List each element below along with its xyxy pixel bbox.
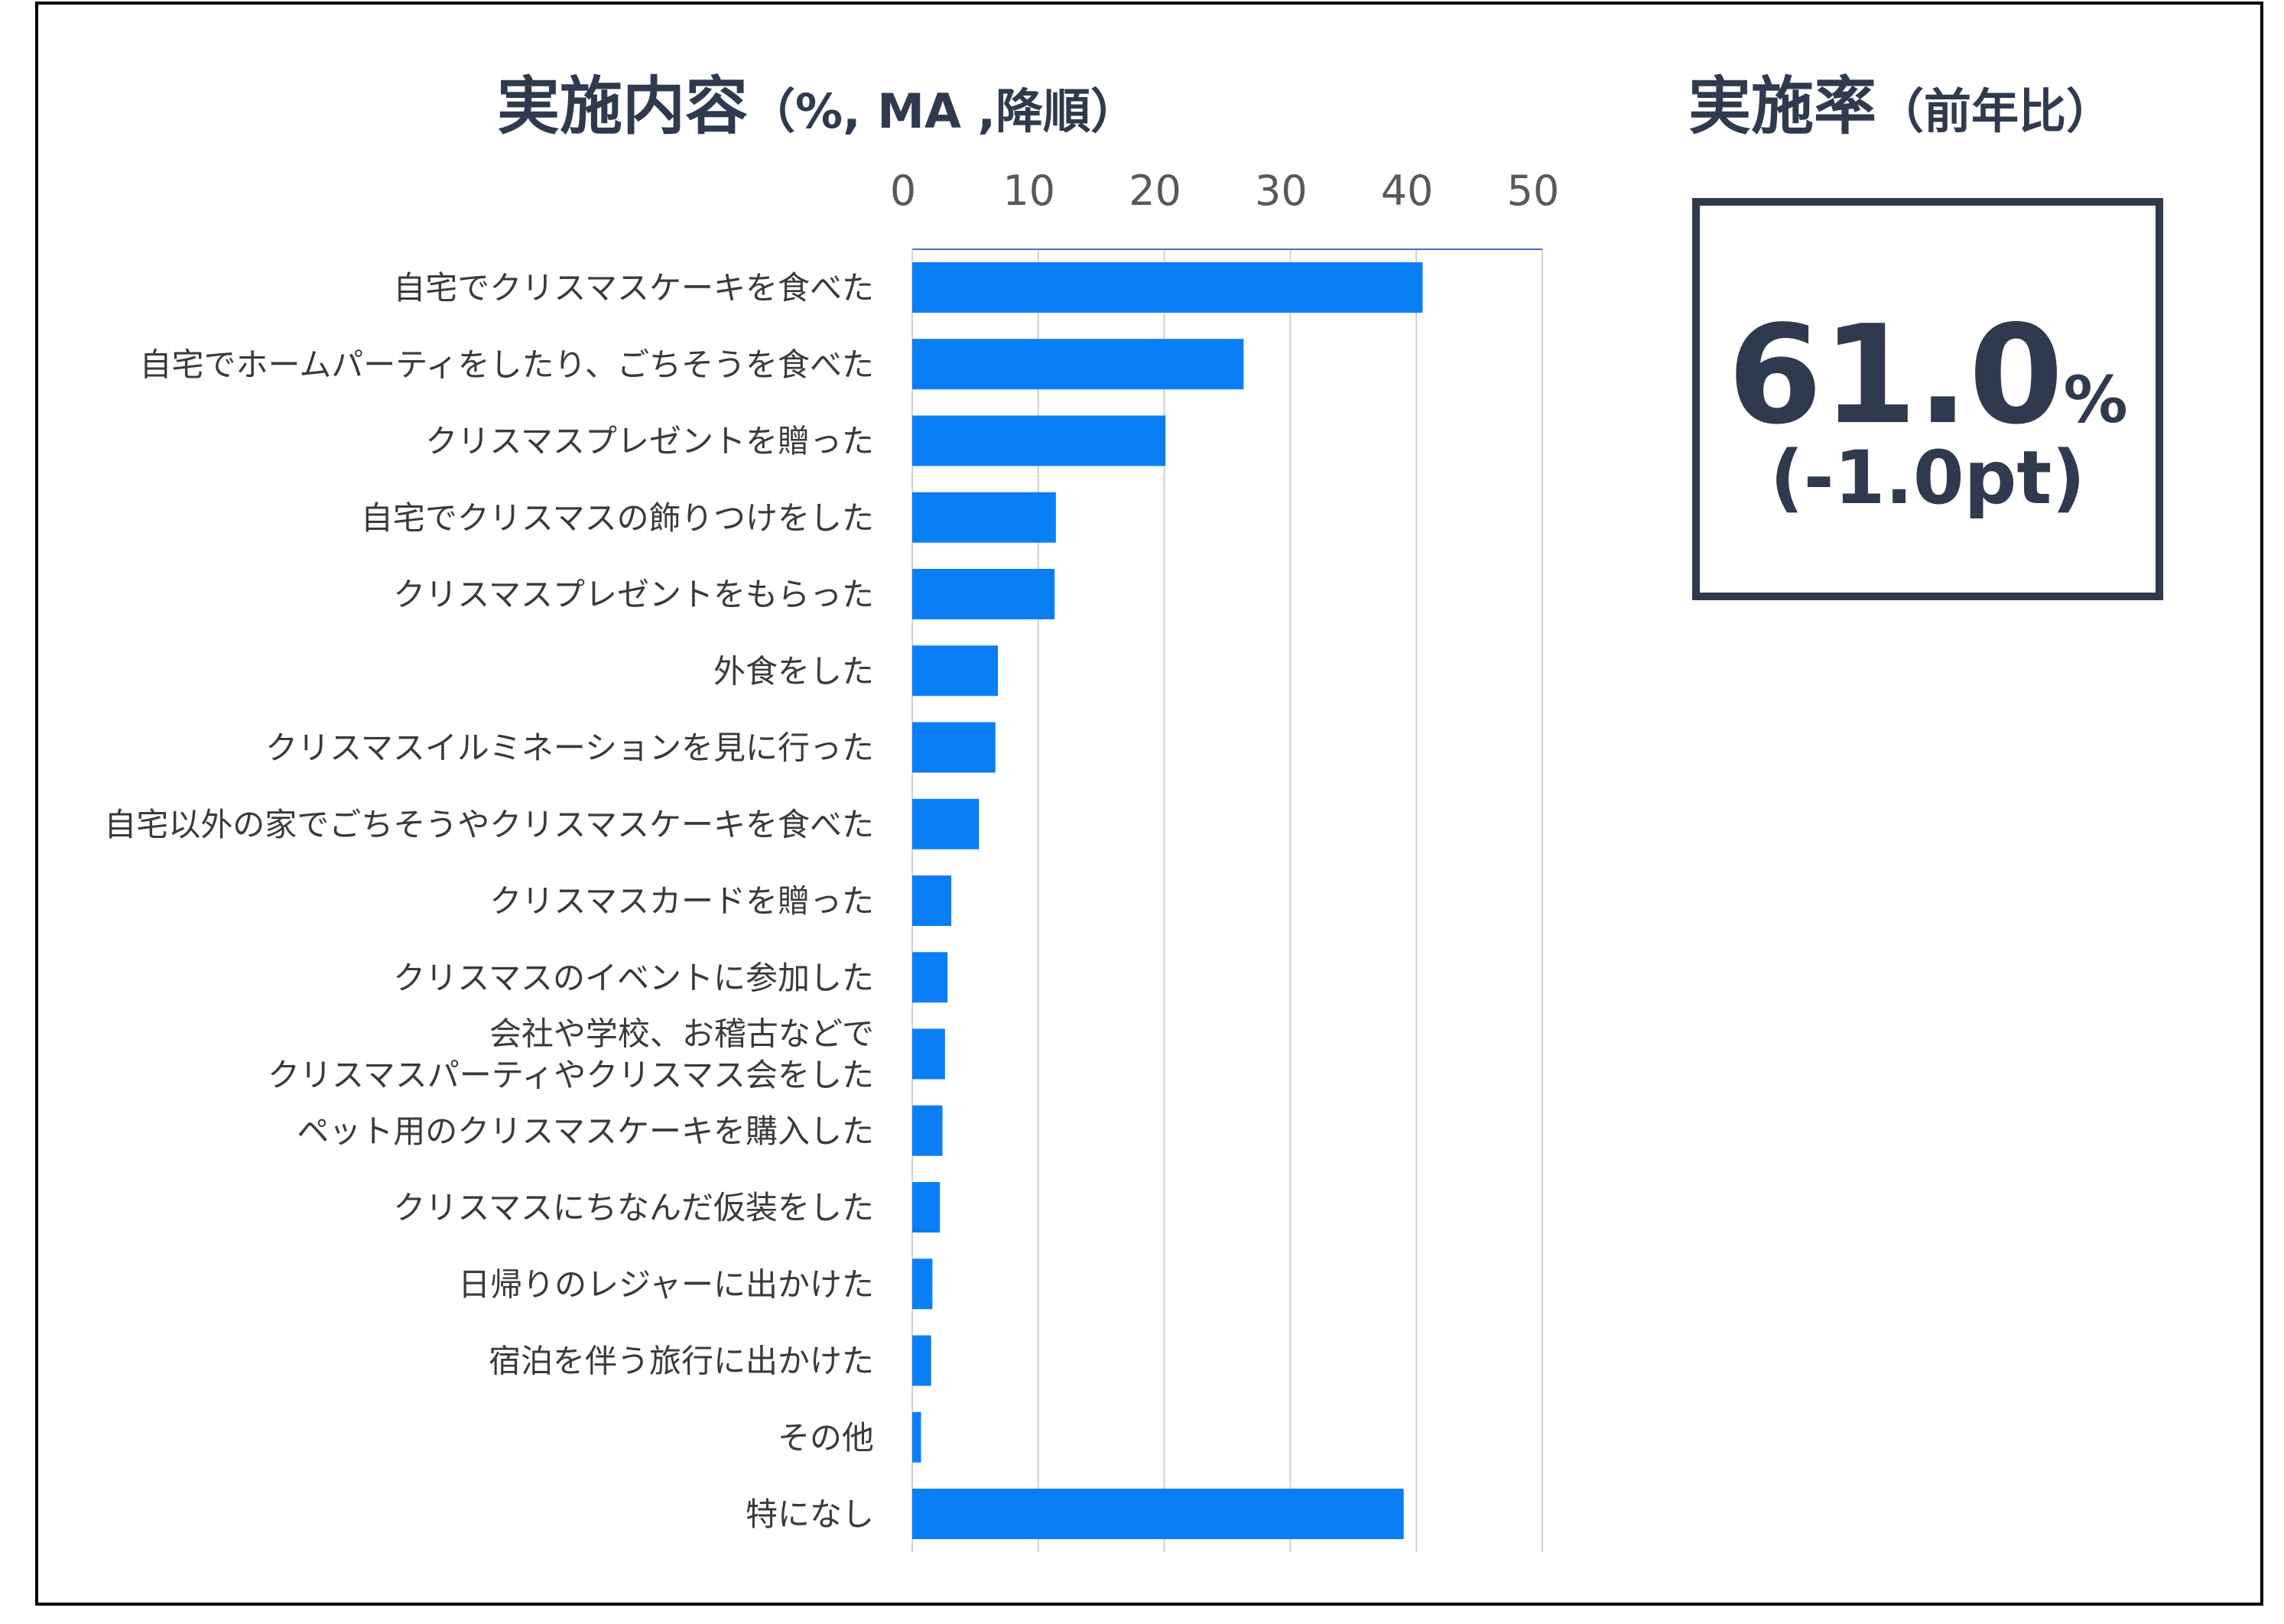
bar [912, 1182, 941, 1233]
chart-title-sub: （%, MA ,降順） [748, 83, 1139, 139]
x-tick-label: 20 [1129, 167, 1181, 215]
category-label: クリスマスパーティやクリスマス会をした [268, 1057, 874, 1094]
category-label: 外食をした [713, 652, 874, 690]
chart-frame [35, 2, 2263, 1606]
rate-title: 実施率（前年比） [1688, 55, 2113, 146]
category-label: 会社や学校、お稽古などで [489, 1015, 874, 1053]
bar [912, 1489, 1404, 1539]
category-label: 自宅でホームパーティをしたり、ごちそうを食べた [139, 346, 874, 383]
x-tick-label: 0 [890, 167, 916, 215]
bar [912, 1335, 931, 1386]
rate-unit: % [2063, 362, 2128, 437]
bar [912, 722, 996, 773]
category-label: 特になし [746, 1496, 874, 1533]
category-label: クリスマスイルミネーションを見に行った [265, 729, 874, 767]
chart-title: 実施内容（%, MA ,降順） [497, 55, 1138, 146]
category-label: ペット用のクリスマスケーキを購入した [297, 1112, 874, 1150]
category-label: クリスマスプレゼントを贈った [425, 423, 874, 460]
x-tick-label: 50 [1507, 167, 1560, 215]
category-label: 宿泊を伴う旅行に出かけた [489, 1343, 874, 1380]
category-label: 自宅でクリスマスケーキを食べた [393, 269, 874, 307]
category-label: 日帰りのレジャーに出かけた [458, 1265, 874, 1303]
category-label: クリスマスプレゼントをもらった [393, 576, 874, 613]
category-label: クリスマスカードを贈った [489, 882, 874, 920]
bar [912, 1105, 943, 1156]
bar [912, 1028, 945, 1080]
x-tick-label: 10 [1002, 167, 1055, 215]
x-tick-label: 40 [1381, 167, 1434, 215]
bar [912, 1411, 921, 1463]
bar [912, 645, 999, 697]
bar [912, 1259, 933, 1310]
category-label: 自宅でクリスマスの飾りつけをした [361, 499, 874, 537]
category-label: クリスマスのイベントに参加した [393, 959, 874, 996]
rate-title-main: 実施率 [1688, 70, 1877, 143]
rate-number: 61.0 [1727, 296, 2064, 454]
bar [912, 569, 1055, 619]
x-tick-label: 30 [1255, 167, 1308, 215]
rate-box: 61.0% (-1.0pt) [1692, 198, 2163, 600]
bar [912, 262, 1423, 313]
category-label: 自宅以外の家でごちそうやクリスマスケーキを食べた [104, 806, 874, 843]
bar [912, 492, 1056, 543]
rate-value: 61.0% [1700, 296, 2156, 454]
category-label: その他 [778, 1419, 874, 1457]
bar [912, 415, 1166, 466]
bar [912, 339, 1244, 390]
bar [912, 952, 948, 1003]
category-label: クリスマスにちなんだ仮装をした [393, 1189, 874, 1226]
rate-diff: (-1.0pt) [1769, 435, 2086, 521]
rate-title-sub: （前年比） [1876, 83, 2114, 139]
bar [912, 875, 952, 926]
bar [912, 798, 980, 849]
chart-title-main: 実施内容 [497, 70, 749, 143]
